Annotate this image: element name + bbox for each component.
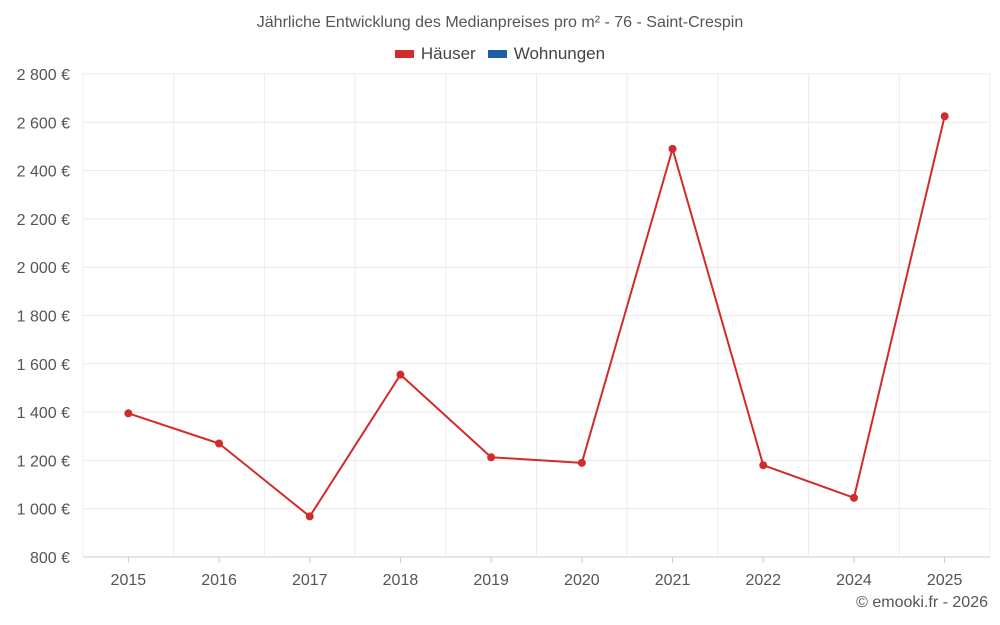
data-point [215, 439, 224, 448]
legend-item-wohnungen[interactable]: Wohnungen [487, 44, 606, 64]
legend-swatch-haeuser [394, 50, 414, 58]
data-point [305, 512, 314, 521]
legend: Häuser Wohnungen [0, 44, 1000, 64]
y-tick-label: 1 400 € [17, 405, 70, 422]
x-tick-label: 2021 [655, 572, 691, 589]
y-tick-label: 1 600 € [17, 357, 70, 374]
x-tick-label: 2015 [111, 572, 147, 589]
y-tick-label: 1 800 € [17, 309, 70, 326]
chart-title: Jährliche Entwicklung des Medianpreises … [256, 14, 744, 31]
y-tick-label: 2 200 € [17, 212, 70, 229]
y-tick-label: 1 200 € [17, 453, 70, 470]
y-tick-label: 2 600 € [17, 115, 70, 132]
data-point [396, 370, 405, 379]
data-point [940, 112, 949, 121]
data-point [668, 144, 677, 153]
x-tick-label: 2019 [473, 572, 509, 589]
x-tick-label: 2017 [292, 572, 328, 589]
data-point [124, 409, 133, 418]
credit-text: © emooki.fr - 2026 [856, 594, 988, 611]
data-point [849, 493, 858, 502]
x-tick-label: 2024 [836, 572, 872, 589]
x-tick-label: 2020 [564, 572, 600, 589]
legend-label-haeuser: Häuser [420, 44, 476, 63]
x-tick-label: 2025 [927, 572, 963, 589]
y-tick-label: 2 000 € [17, 260, 70, 277]
legend-swatch-wohnungen [487, 50, 507, 58]
data-point [577, 458, 586, 467]
x-tick-label: 2016 [201, 572, 237, 589]
x-tick-label: 2018 [383, 572, 419, 589]
x-tick-label: 2022 [745, 572, 781, 589]
y-tick-label: 2 400 € [17, 164, 70, 181]
legend-label-wohnungen: Wohnungen [513, 44, 606, 63]
series-line-0 [128, 116, 946, 518]
y-tick-label: 1 000 € [17, 502, 70, 519]
data-point [487, 453, 496, 462]
data-point [759, 461, 768, 470]
y-tick-label: 2 800 € [17, 67, 70, 84]
y-tick-label: 800 € [30, 550, 70, 567]
legend-item-haeuser[interactable]: Häuser [394, 44, 476, 64]
